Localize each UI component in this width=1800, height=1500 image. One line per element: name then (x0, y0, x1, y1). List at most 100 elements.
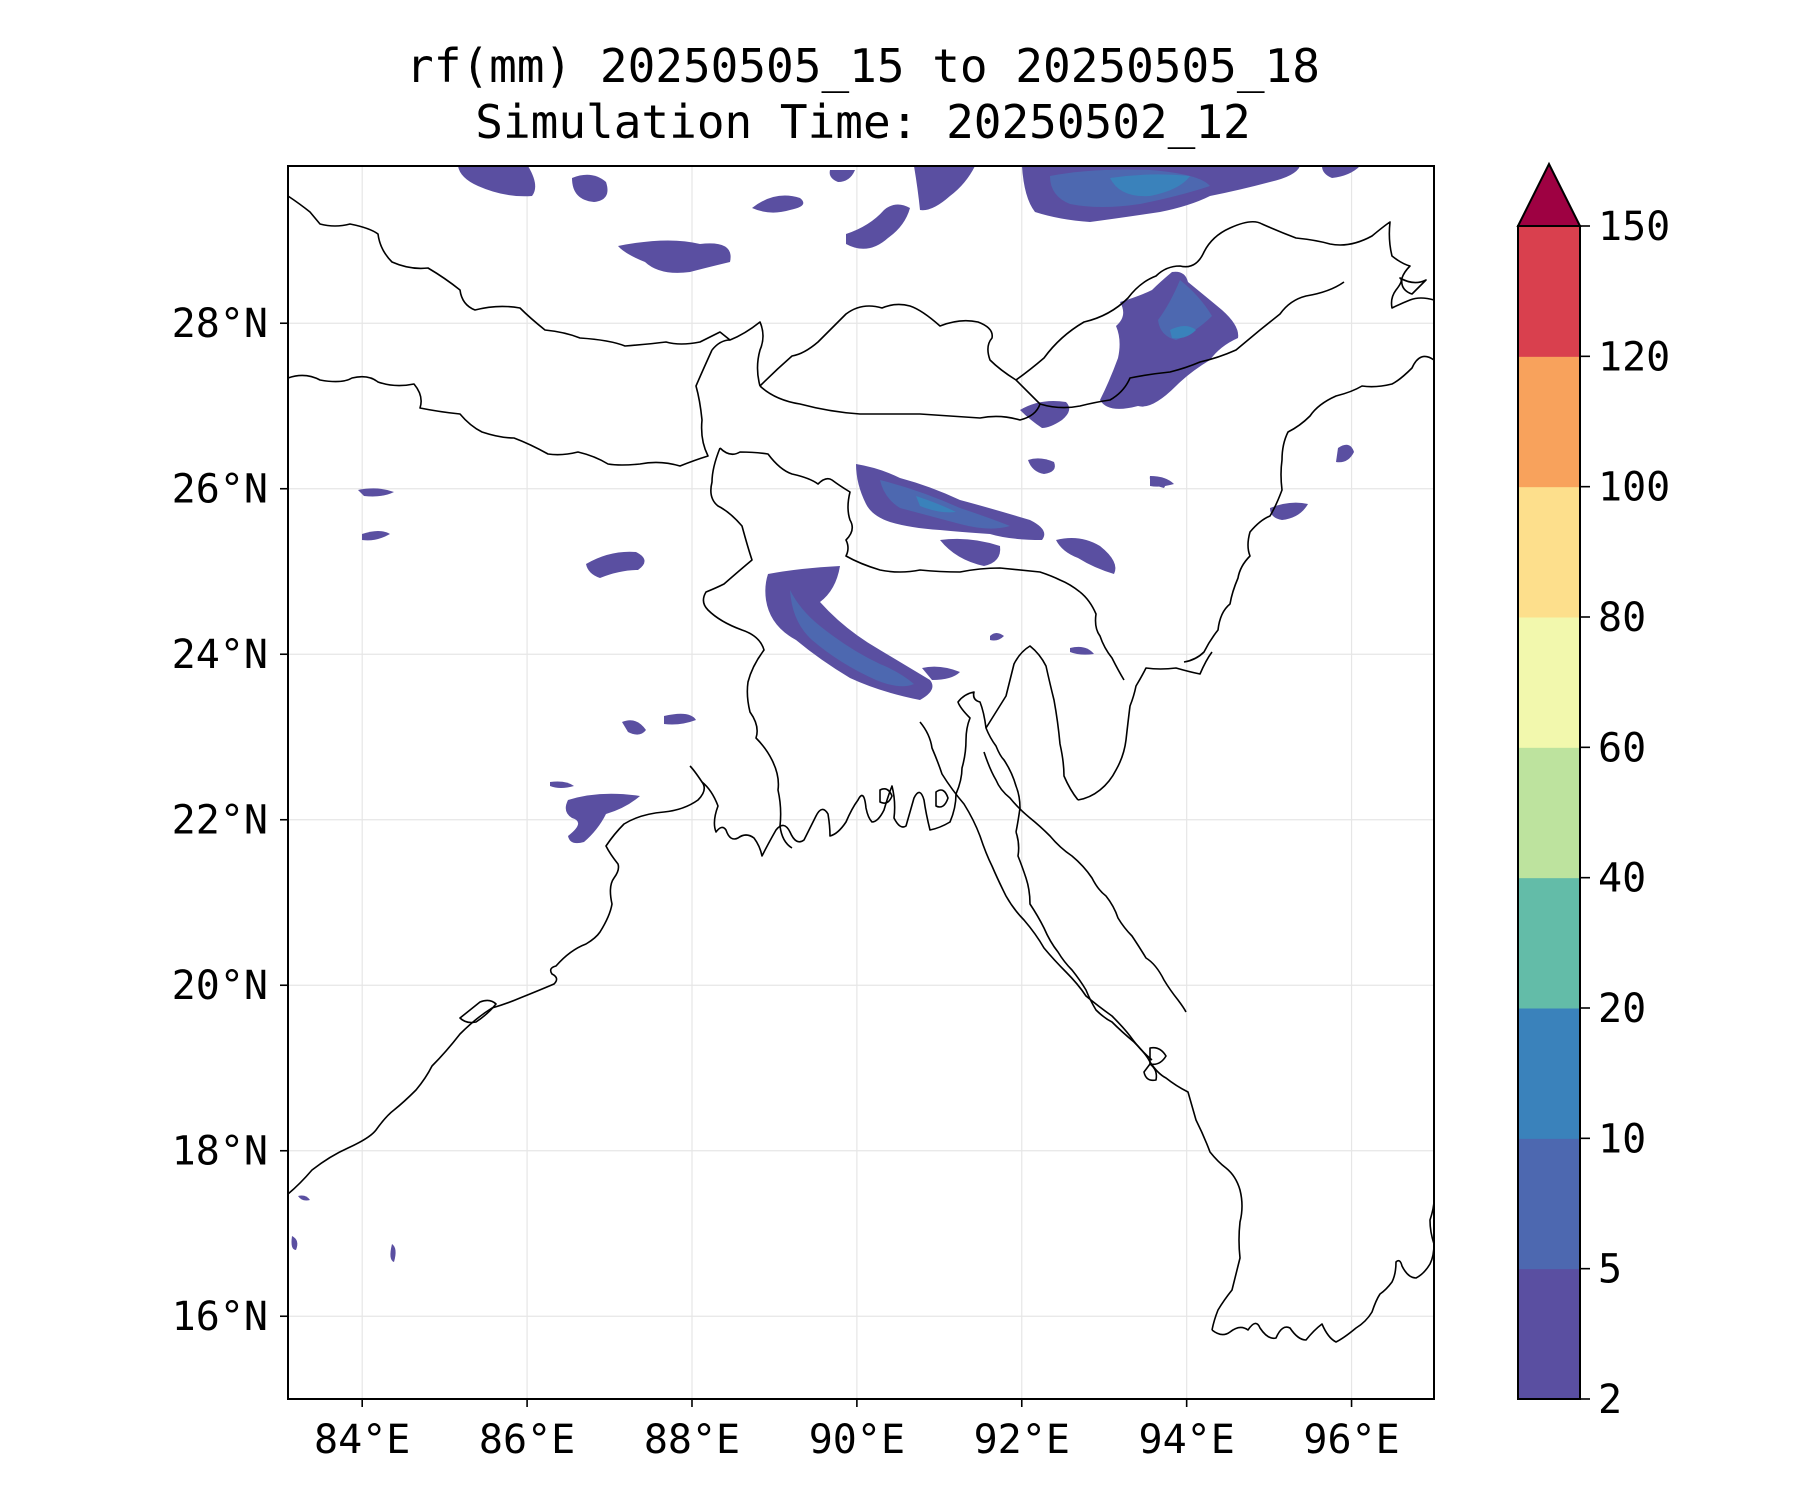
tripura-border (985, 645, 1079, 801)
rain-blob (358, 488, 394, 497)
axis-ticks: 84°E 86°E 88°E 90°E 92°E 94°E 96°E 16°N 18°N 20°N… (172, 301, 1400, 1463)
nepal-south-border (287, 349, 713, 467)
bhola-island (879, 788, 893, 804)
mizoram-border (1077, 651, 1213, 801)
lon-tick-label: 84°E (314, 1417, 410, 1463)
title-line-1: rf(mm) 20250505_15 to 20250505_18 (406, 39, 1320, 93)
rain-blob (550, 781, 574, 788)
rain-blob (586, 551, 645, 578)
lon-tick-label: 92°E (974, 1417, 1070, 1463)
rain-blob (565, 793, 640, 844)
rain-blob (846, 204, 910, 249)
rain-blob (291, 1236, 298, 1250)
colorbar-tick-label: 20 (1598, 986, 1646, 1032)
rain-blob (1056, 538, 1116, 574)
rain-blob (1158, 280, 1212, 340)
rain-blob (765, 566, 933, 700)
rain-blob (572, 174, 608, 202)
rakhine-coast (983, 751, 1187, 1013)
lat-tick-label: 16°N (172, 1294, 268, 1340)
rain-blob (618, 240, 731, 273)
rain-blob (1270, 502, 1308, 520)
lon-tick-label: 94°E (1138, 1417, 1234, 1463)
colorbar-segment (1518, 226, 1580, 357)
colorbar-extend-arrow (1516, 161, 1582, 227)
rain-blob (1149, 476, 1166, 488)
ramree-island (1149, 1046, 1167, 1066)
lon-tick-label: 90°E (809, 1417, 905, 1463)
rain-blob (752, 195, 804, 213)
lat-tick-label: 28°N (172, 301, 268, 347)
colorbar-tick-label: 150 (1598, 204, 1670, 250)
lon-tick-label: 86°E (479, 1417, 575, 1463)
bangladesh-west-border (702, 447, 793, 849)
rain-blob (829, 170, 855, 182)
colorbar-tick-label: 60 (1598, 725, 1646, 771)
rain-blob (1336, 444, 1354, 463)
colorbar-tick-label: 80 (1598, 595, 1646, 641)
bhutan-border (759, 303, 1041, 421)
west-bengal-coast (287, 765, 706, 1195)
sikkim-border (711, 339, 731, 351)
rain-blob (362, 531, 390, 541)
rain-blob (298, 1195, 310, 1201)
rain-blob (1070, 646, 1094, 655)
colorbar-tick-label: 10 (1598, 1116, 1646, 1162)
rain-blob (458, 166, 536, 197)
rain-blob (916, 496, 956, 513)
lon-tick-label: 88°E (644, 1417, 740, 1463)
rain-blob (790, 590, 914, 687)
rain-blob (1028, 458, 1055, 474)
colorbar-segment (1518, 747, 1580, 879)
colorbar-tick-label: 40 (1598, 856, 1646, 902)
rain-blob (922, 666, 960, 680)
rain-blob (622, 720, 646, 735)
lat-tick-label: 22°N (172, 798, 268, 844)
colorbar-tick-label: 5 (1598, 1247, 1622, 1293)
colorbar-outline (1517, 225, 1581, 1400)
title-line-2: Simulation Time: 20250502_12 (475, 95, 1251, 149)
rain-blob (1322, 166, 1360, 178)
nepal-north-border (287, 195, 764, 387)
rain-blob (914, 166, 975, 211)
coastlines-and-borders (287, 195, 1435, 1343)
rain-blob (880, 480, 1010, 529)
myanmar-north-edge (1183, 355, 1435, 663)
sri-islands (459, 999, 497, 1024)
colorbar-tick-label: 100 (1598, 465, 1670, 511)
arunachal-border (1039, 281, 1345, 409)
manipur-border (1079, 591, 1125, 681)
myanmar-south-coast (1211, 1199, 1435, 1343)
lat-tick-label: 24°N (172, 632, 268, 678)
colorbar-segment (1518, 877, 1580, 1009)
colorbar-segment (1518, 617, 1580, 748)
rainfall-contours (291, 166, 1360, 1262)
colorbar-segment (1518, 1008, 1580, 1139)
colorbar-segment (1518, 486, 1580, 618)
chittagong-coast (919, 721, 1153, 1061)
bangladesh-delta-coast (701, 691, 1021, 857)
rain-blob (1110, 174, 1190, 197)
colorbar-tick-label: 120 (1598, 334, 1670, 380)
bangladesh-north-border (719, 447, 1081, 593)
colorbar-segment (1518, 356, 1580, 488)
sandwip-island (935, 789, 949, 808)
rain-blob (390, 1244, 396, 1262)
rain-blob (856, 464, 1045, 540)
lat-tick-label: 26°N (172, 467, 268, 513)
rain-blob (990, 633, 1004, 641)
map-title: rf(mm) 20250505_15 to 20250505_18 Simula… (288, 38, 1438, 150)
rain-blob (1170, 326, 1196, 339)
lon-tick-label: 96°E (1303, 1417, 1399, 1463)
rain-blob (664, 713, 696, 725)
colorbar-segment (1518, 1268, 1580, 1400)
lat-tick-label: 20°N (172, 963, 268, 1009)
map-border (287, 165, 1435, 1400)
china-myanmar-border (1015, 220, 1435, 381)
lat-tick-label: 18°N (172, 1129, 268, 1175)
colorbar-tick-label: 2 (1598, 1377, 1622, 1423)
rain-blob (940, 538, 1001, 566)
colorbar-segment (1518, 1138, 1580, 1270)
cheduba-island (1143, 1063, 1158, 1082)
